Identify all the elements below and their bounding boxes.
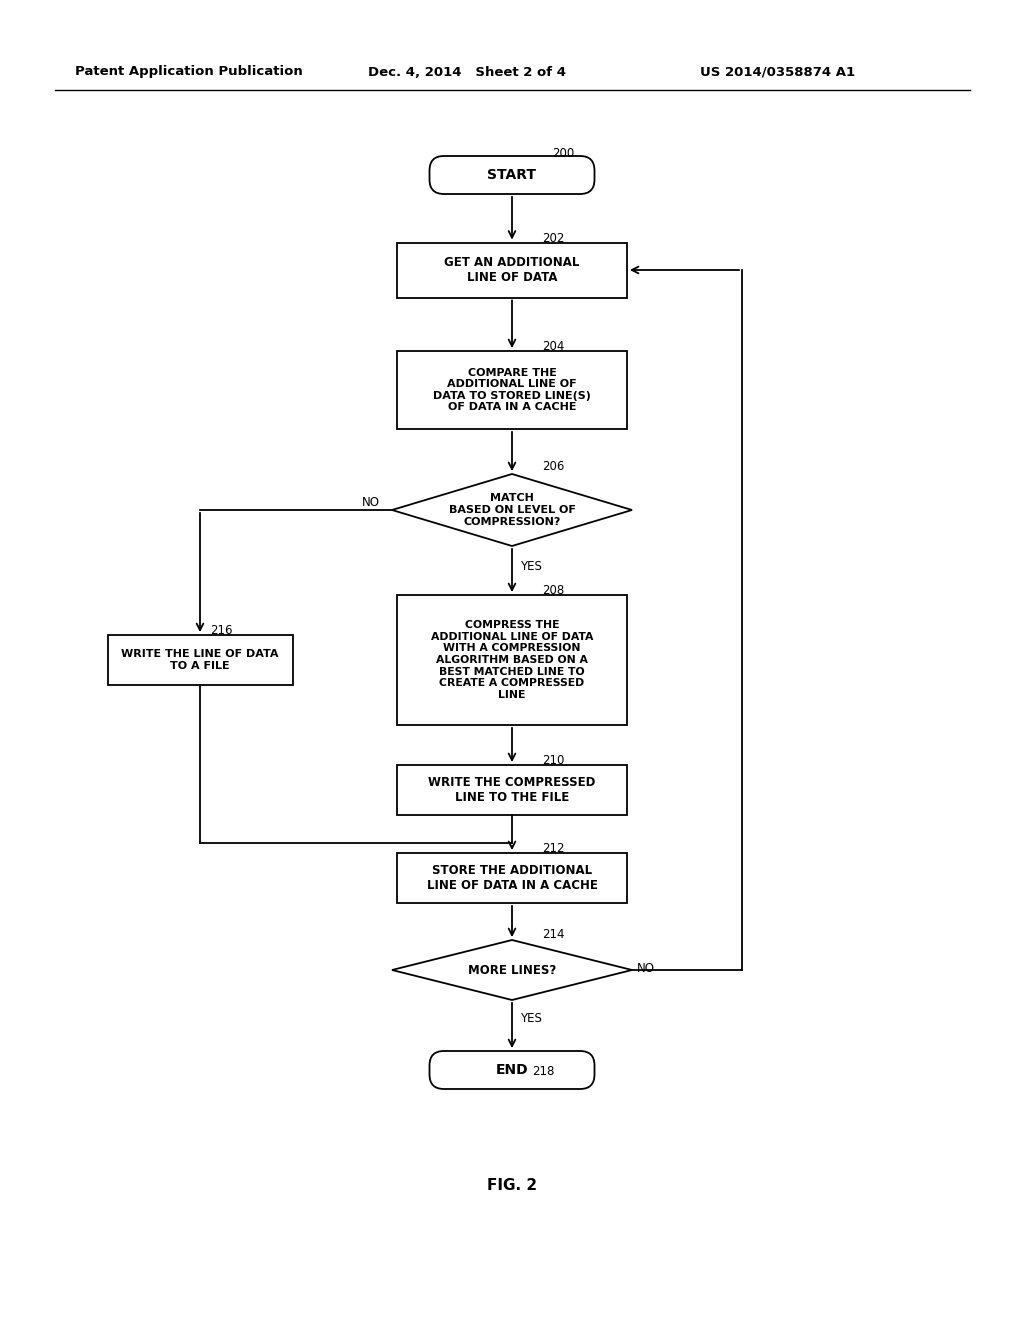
Bar <box>397 351 627 429</box>
Text: 206: 206 <box>542 459 564 473</box>
Text: NO: NO <box>637 962 655 975</box>
Text: 212: 212 <box>542 842 564 855</box>
Text: 218: 218 <box>532 1065 554 1078</box>
Text: 214: 214 <box>542 928 564 941</box>
Text: GET AN ADDITIONAL
LINE OF DATA: GET AN ADDITIONAL LINE OF DATA <box>444 256 580 284</box>
Text: COMPARE THE
ADDITIONAL LINE OF
DATA TO STORED LINE(S)
OF DATA IN A CACHE: COMPARE THE ADDITIONAL LINE OF DATA TO S… <box>433 367 591 412</box>
Text: 204: 204 <box>542 341 564 352</box>
Text: FIG. 2: FIG. 2 <box>487 1177 537 1192</box>
Text: COMPRESS THE
ADDITIONAL LINE OF DATA
WITH A COMPRESSION
ALGORITHM BASED ON A
BES: COMPRESS THE ADDITIONAL LINE OF DATA WIT… <box>431 620 593 700</box>
Text: Dec. 4, 2014   Sheet 2 of 4: Dec. 4, 2014 Sheet 2 of 4 <box>368 66 566 78</box>
Text: 208: 208 <box>542 583 564 597</box>
Text: STORE THE ADDITIONAL
LINE OF DATA IN A CACHE: STORE THE ADDITIONAL LINE OF DATA IN A C… <box>427 865 597 892</box>
Text: WRITE THE COMPRESSED
LINE TO THE FILE: WRITE THE COMPRESSED LINE TO THE FILE <box>428 776 596 804</box>
Bar <box>108 635 293 685</box>
Text: NO: NO <box>362 496 380 510</box>
Text: 210: 210 <box>542 754 564 767</box>
FancyBboxPatch shape <box>429 156 595 194</box>
Bar <box>397 853 627 903</box>
Text: END: END <box>496 1063 528 1077</box>
Text: START: START <box>487 168 537 182</box>
Bar <box>397 595 627 725</box>
Text: Patent Application Publication: Patent Application Publication <box>75 66 303 78</box>
Polygon shape <box>392 474 632 546</box>
Bar <box>397 766 627 814</box>
Text: YES: YES <box>520 1012 542 1026</box>
Text: 202: 202 <box>542 232 564 246</box>
Bar <box>397 243 627 297</box>
FancyBboxPatch shape <box>429 1051 595 1089</box>
Text: US 2014/0358874 A1: US 2014/0358874 A1 <box>700 66 855 78</box>
Text: WRITE THE LINE OF DATA
TO A FILE: WRITE THE LINE OF DATA TO A FILE <box>121 649 279 671</box>
Text: 200: 200 <box>552 147 574 160</box>
Polygon shape <box>392 940 632 1001</box>
Text: MATCH
BASED ON LEVEL OF
COMPRESSION?: MATCH BASED ON LEVEL OF COMPRESSION? <box>449 494 575 527</box>
Text: MORE LINES?: MORE LINES? <box>468 964 556 977</box>
Text: 216: 216 <box>210 624 232 638</box>
Text: YES: YES <box>520 560 542 573</box>
